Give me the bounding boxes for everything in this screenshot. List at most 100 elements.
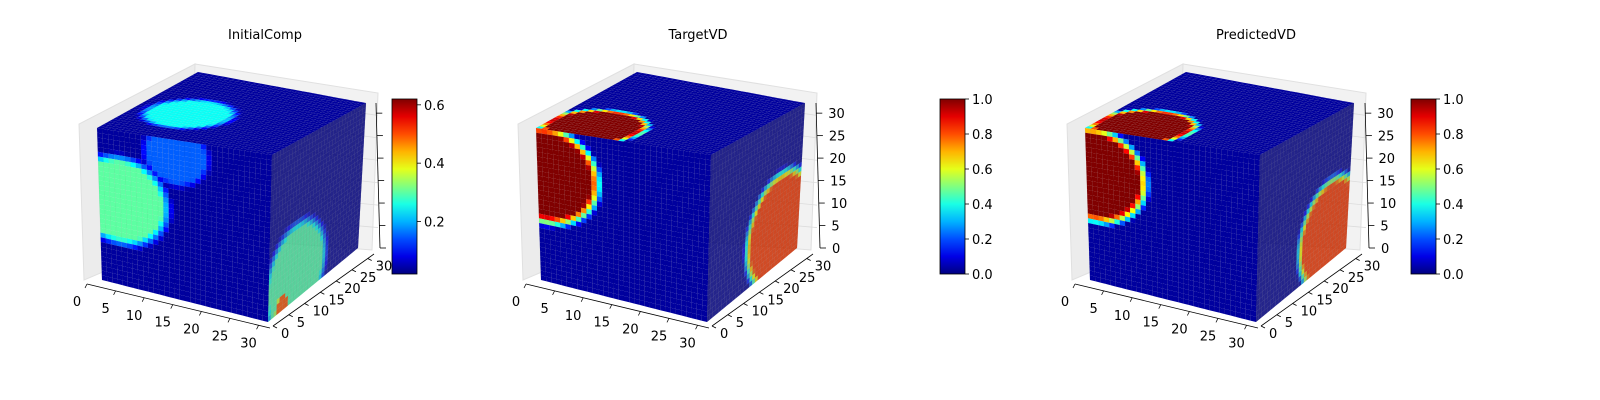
voxel-cell: [278, 91, 287, 95]
voxel-cell: [601, 152, 608, 159]
voxel-cell: [256, 92, 265, 95]
voxel-cell: [169, 128, 178, 132]
voxel-cell: [618, 150, 624, 157]
voxel-cell: [184, 171, 190, 178]
voxel-cell: [217, 146, 223, 153]
voxel-cell: [124, 146, 131, 153]
voxel-cell: [213, 131, 223, 134]
voxel-cell: [197, 113, 206, 116]
voxel-cell: [227, 194, 234, 201]
voxel-cell: [629, 147, 635, 154]
voxel-cell: [238, 191, 244, 198]
voxel-cell: [586, 194, 592, 201]
voxel-cell: [130, 142, 136, 149]
voxel-cell: [266, 159, 272, 166]
voxel-cell: [163, 172, 169, 179]
voxel-cell: [586, 189, 592, 196]
voxel-cell: [211, 128, 220, 132]
voxel-cell: [569, 152, 575, 159]
voxel-cell: [168, 198, 174, 205]
voxel-cell: [182, 133, 192, 136]
voxel-cell: [634, 193, 640, 200]
voxel-cell: [130, 166, 136, 173]
voxel-cell: [217, 151, 223, 158]
voxel-cell: [623, 201, 630, 208]
voxel-cell: [233, 97, 242, 100]
voxel-cell: [182, 137, 191, 140]
voxel-cell: [109, 172, 115, 179]
voxel-cell: [199, 135, 208, 139]
voxel-cell: [102, 127, 112, 130]
voxel-cell: [602, 202, 608, 209]
voxel-cell: [596, 156, 602, 163]
voxel-cell: [585, 155, 591, 161]
voxel-cell: [602, 182, 608, 189]
voxel-cell: [639, 174, 646, 181]
voxel-cell: [547, 163, 554, 169]
voxel-cell: [260, 184, 266, 191]
voxel-cell: [166, 130, 175, 133]
voxel-cell: [97, 151, 104, 158]
voxel-cell: [227, 173, 234, 180]
voxel-cell: [171, 88, 181, 92]
voxel-cell: [202, 133, 211, 137]
voxel-cell: [152, 160, 158, 167]
voxel-cell: [222, 157, 229, 164]
voxel-cell: [226, 120, 235, 123]
voxel-cell: [168, 158, 174, 165]
voxel-cell: [536, 132, 542, 139]
voxel-cell: [249, 167, 256, 174]
voxel-cell: [113, 149, 120, 156]
voxel-cell: [205, 85, 214, 89]
voxel-cell: [194, 83, 204, 87]
voxel-cell: [184, 186, 190, 193]
voxel-cell: [198, 93, 207, 96]
voxel-cell: [184, 139, 193, 143]
voxel-cell: [220, 92, 229, 96]
voxel-cell: [645, 160, 651, 166]
voxel-cell: [645, 175, 651, 182]
voxel-cell: [173, 139, 180, 146]
voxel-cell: [164, 123, 174, 127]
voxel-cell: [216, 197, 223, 204]
voxel-cell: [217, 177, 223, 183]
voxel-cell: [149, 116, 158, 120]
voxel-cell: [143, 120, 152, 123]
voxel-cell: [140, 133, 150, 136]
voxel-cell: [173, 179, 180, 186]
voxel-cell: [238, 232, 244, 239]
voxel-cell: [246, 86, 255, 89]
voxel-cell: [97, 156, 104, 163]
voxel-cell: [574, 143, 580, 150]
voxel-cell: [547, 134, 553, 141]
voxel-cell: [590, 141, 597, 148]
voxel-cell: [607, 153, 613, 160]
voxel-cell: [623, 191, 629, 198]
voxel-cell: [244, 161, 250, 168]
voxel-cell: [260, 158, 267, 165]
voxel-cell: [103, 147, 109, 154]
voxel-cell: [205, 73, 214, 77]
voxel-cell: [200, 84, 209, 88]
voxel-cell: [243, 191, 250, 199]
voxel-cell: [218, 105, 227, 109]
voxel-cell: [161, 98, 170, 101]
voxel-cell: [132, 118, 141, 121]
voxel-cell: [601, 143, 608, 149]
voxel-cell: [182, 79, 191, 82]
voxel-cell: [136, 112, 145, 115]
voxel-cell: [222, 198, 228, 205]
voxel-cell: [152, 190, 158, 197]
voxel-cell: [629, 192, 635, 199]
voxel-cell: [184, 146, 190, 153]
voxel-cell: [569, 176, 576, 183]
voxel-cell: [200, 144, 207, 150]
voxel-cell: [206, 190, 212, 197]
voxel-cell: [241, 96, 251, 100]
voxel-cell: [645, 185, 651, 192]
voxel-cell: [200, 127, 209, 130]
voxel-cell: [175, 98, 184, 102]
voxel-cell: [157, 147, 163, 153]
voxel-cell: [173, 91, 183, 94]
voxel-cell: [146, 150, 152, 156]
